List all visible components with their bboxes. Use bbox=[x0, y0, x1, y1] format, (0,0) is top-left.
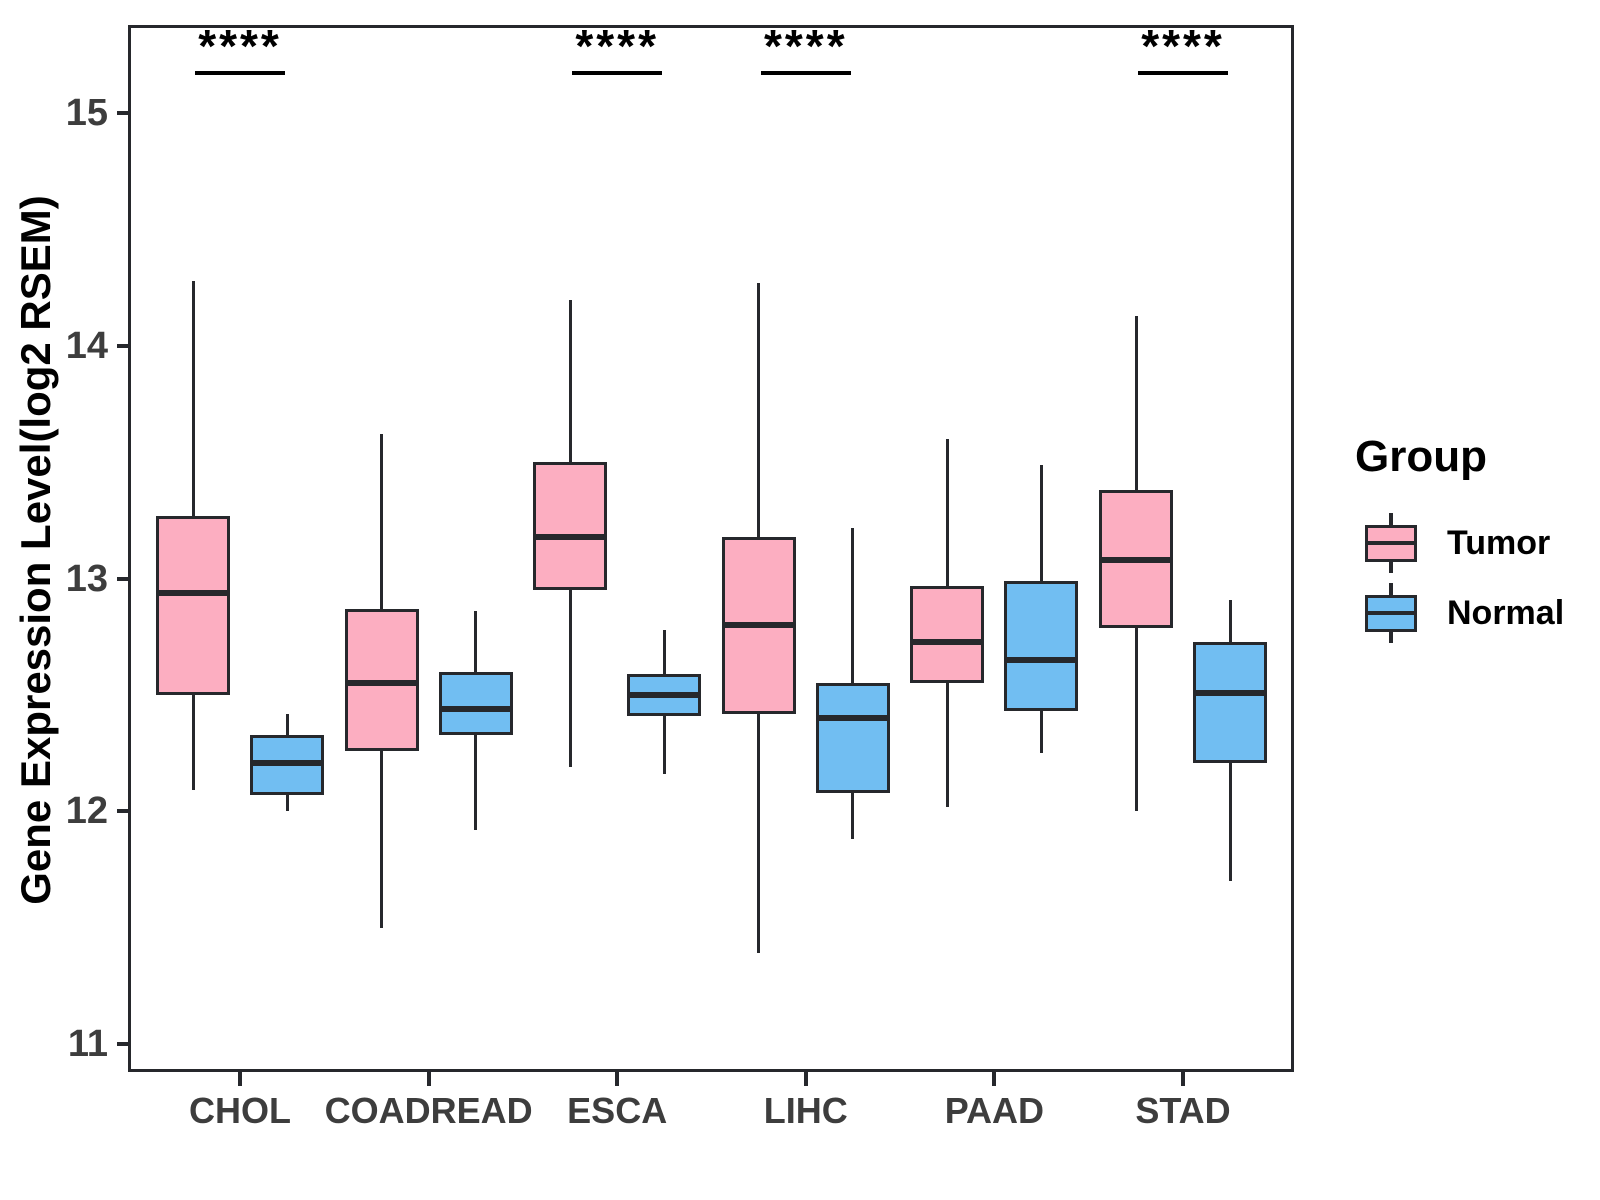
significance-bar-stad bbox=[1138, 71, 1228, 75]
y-tick-label: 15 bbox=[65, 92, 108, 135]
y-tick-mark bbox=[117, 344, 128, 349]
tumor-box-coadread bbox=[344, 608, 419, 751]
tumor-box-stad-median bbox=[1099, 557, 1173, 564]
tumor-box-paad-median bbox=[910, 638, 985, 645]
x-tick-mark bbox=[803, 1072, 808, 1086]
normal-box-stad bbox=[1193, 641, 1267, 763]
x-tick-mark bbox=[238, 1072, 242, 1086]
significance-stars-chol: **** bbox=[198, 20, 282, 72]
legend-key-tumor-median bbox=[1365, 541, 1417, 545]
tumor-box-lihc-median bbox=[721, 622, 796, 629]
y-tick-mark bbox=[117, 1042, 128, 1047]
x-tick-label-lihc: LIHC bbox=[763, 1090, 848, 1131]
y-tick-mark bbox=[117, 809, 128, 814]
legend-label-normal: Normal bbox=[1447, 594, 1565, 632]
significance-bar-esca bbox=[572, 71, 663, 75]
x-tick-mark bbox=[615, 1072, 620, 1086]
normal-box-lihc bbox=[815, 683, 890, 793]
significance-stars-lihc: **** bbox=[763, 20, 848, 72]
significance-stars-stad: **** bbox=[1141, 20, 1225, 72]
tumor-box-esca bbox=[533, 462, 608, 591]
tumor-box-chol bbox=[156, 515, 230, 696]
normal-box-esca-median bbox=[627, 692, 702, 699]
tumor-box-coadread-median bbox=[344, 680, 419, 687]
tumor-box-paad bbox=[910, 585, 985, 684]
x-tick-label-stad: STAD bbox=[1135, 1090, 1231, 1131]
normal-box-chol-median bbox=[250, 759, 324, 766]
x-tick-mark bbox=[992, 1072, 997, 1086]
significance-bar-chol bbox=[195, 71, 285, 75]
legend-key-normal-median bbox=[1365, 611, 1417, 615]
normal-box-coadread-median bbox=[438, 706, 513, 713]
x-tick-mark bbox=[1181, 1072, 1185, 1086]
significance-bar-lihc bbox=[760, 71, 851, 75]
x-tick-label-esca: ESCA bbox=[567, 1090, 668, 1131]
normal-box-paad-median bbox=[1004, 657, 1079, 664]
legend-label-tumor: Tumor bbox=[1447, 524, 1551, 562]
y-tick-label: 12 bbox=[65, 790, 108, 833]
x-tick-label-chol: CHOL bbox=[189, 1090, 291, 1131]
normal-box-lihc-whisker bbox=[851, 527, 855, 840]
y-tick-label: 14 bbox=[65, 325, 108, 368]
normal-box-paad bbox=[1004, 581, 1079, 712]
normal-box-lihc-median bbox=[815, 715, 890, 722]
x-tick-label-coadread: COADREAD bbox=[324, 1090, 533, 1131]
normal-box-coadread bbox=[438, 671, 513, 735]
x-tick-label-paad: PAAD bbox=[944, 1090, 1045, 1131]
y-tick-mark bbox=[117, 111, 128, 116]
normal-box-stad-median bbox=[1193, 689, 1267, 696]
y-tick-label: 11 bbox=[67, 1023, 108, 1066]
y-tick-label: 13 bbox=[65, 557, 108, 600]
tumor-box-chol-median bbox=[156, 589, 230, 596]
x-tick-mark bbox=[426, 1072, 431, 1086]
y-tick-mark bbox=[117, 576, 128, 581]
legend-title: Group bbox=[1355, 432, 1487, 481]
significance-stars-esca: **** bbox=[575, 20, 659, 72]
tumor-box-esca-median bbox=[533, 533, 608, 540]
